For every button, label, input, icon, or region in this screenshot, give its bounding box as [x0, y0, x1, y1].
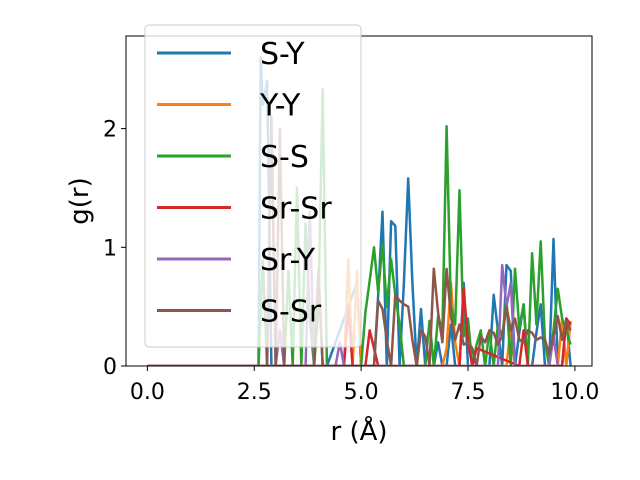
legend: S-Y Y-Y S-S Sr-Sr Sr-Y S-Sr	[144, 24, 362, 348]
legend-label: S-Sr	[260, 295, 322, 330]
x-tick-label: 2.5	[237, 380, 272, 405]
y-axis-label: g(r)	[65, 177, 95, 224]
x-tick-label: 0.0	[130, 380, 165, 405]
y-tick-label: 2	[103, 118, 117, 143]
y-axis-ticks: 0 1 2	[103, 118, 126, 380]
series-line-5	[147, 115, 572, 366]
legend-label: S-S	[260, 140, 309, 175]
legend-label: Sr-Y	[260, 243, 316, 278]
y-tick-label: 0	[103, 355, 117, 380]
x-axis-ticks: 0.0 2.5 5.0 7.5 10.0	[130, 366, 599, 405]
series-line-3	[147, 287, 572, 366]
x-tick-label: 7.5	[451, 380, 486, 405]
y-tick-label: 1	[103, 236, 117, 261]
legend-label: Sr-Sr	[260, 192, 332, 227]
x-tick-label: 5.0	[344, 380, 379, 405]
legend-label: S-Y	[260, 37, 305, 72]
legend-box	[144, 24, 362, 348]
x-tick-label: 10.0	[550, 380, 599, 405]
legend-label: Y-Y	[259, 89, 301, 124]
x-axis-label: r (Å)	[330, 415, 387, 447]
